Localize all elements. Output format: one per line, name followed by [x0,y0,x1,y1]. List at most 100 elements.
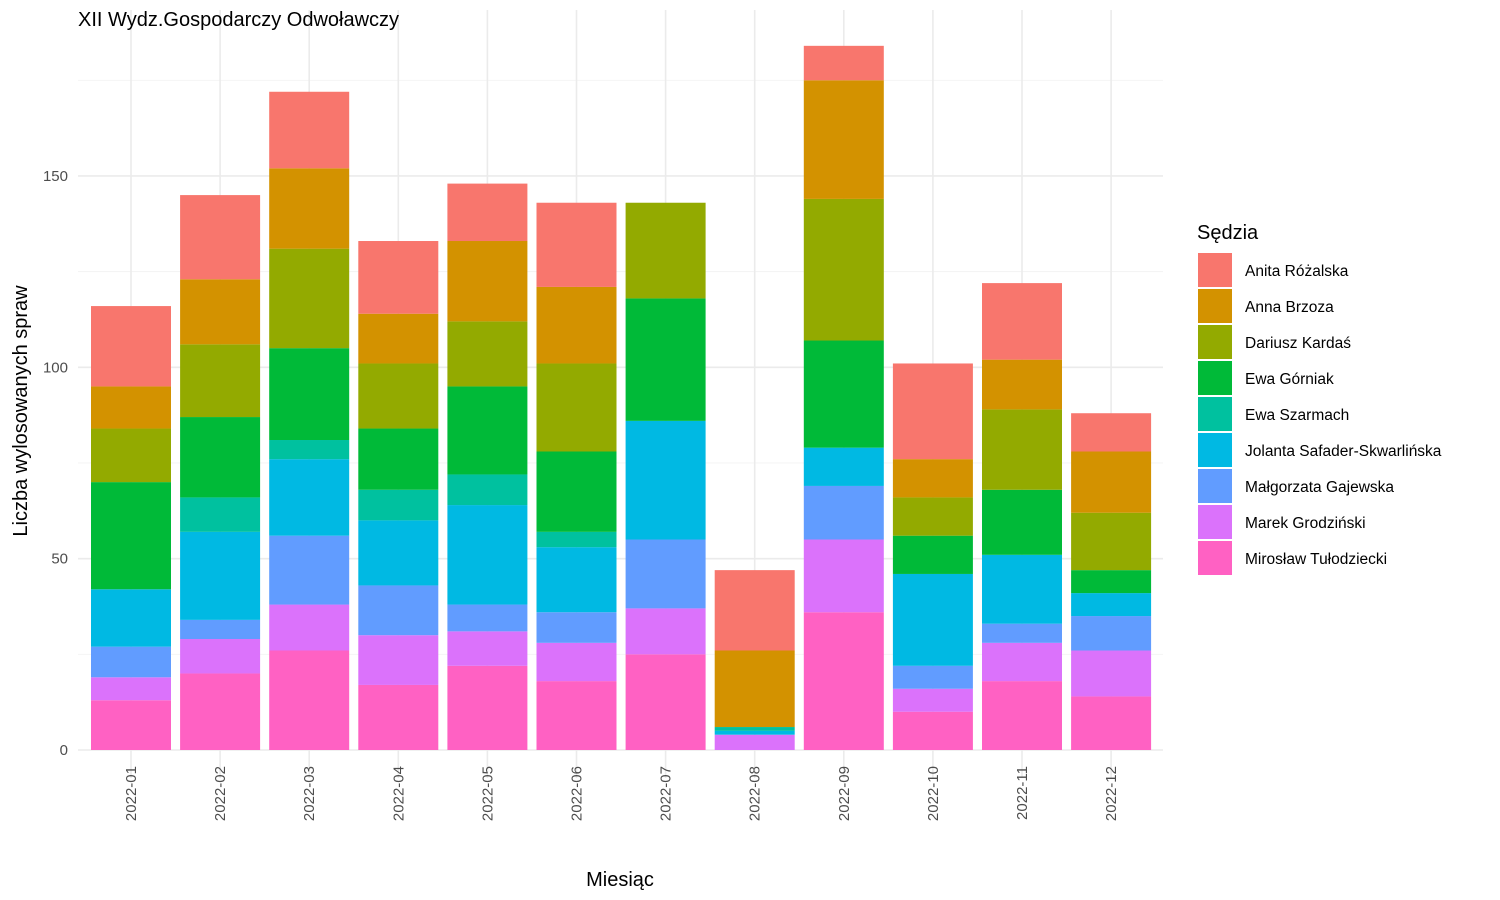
bar-segment [625,420,706,540]
legend-key [1198,505,1232,539]
bar-segment [803,198,884,341]
legend-label: Małgorzata Gajewska [1245,479,1394,496]
legend-key [1198,361,1232,395]
bar-segment [892,459,973,498]
bar-segment [892,573,973,666]
bar-segment [536,363,617,452]
bar-segment [91,306,171,387]
legend: Sędzia Anita Różalska Anna Brzoza Dariusz … [1197,222,1442,575]
bar-segment [358,313,439,364]
bar-segment [714,650,795,728]
bar-segment [180,417,261,498]
bar-segment [714,734,795,750]
bar-segment [180,619,261,640]
bar-segment [982,489,1062,555]
x-tick-label: 2022-01 [123,766,140,821]
bar-segment [91,386,171,429]
bar-segment [714,727,795,731]
bar-segment [180,279,261,345]
x-tick-label: 2022-12 [1103,766,1120,821]
bar-segment [447,321,528,387]
bar-segment [803,80,884,199]
bar-segment [625,608,706,655]
x-tick-label: 2022-05 [479,766,496,821]
bar-segment [1071,512,1152,571]
bar-segment [447,631,528,666]
x-tick-label: 2022-03 [301,766,318,821]
legend-label: Anna Brzoza [1245,299,1334,316]
bar-segment [180,344,261,418]
bar-segment [447,505,528,605]
bar-segment [1071,650,1152,697]
bar-segment [1071,696,1152,750]
x-axis-ticks: 2022-01 2022-02 2022-03 2022-04 2022-05 2022-… [123,766,1120,821]
legend-label: Anita Różalska [1245,263,1349,280]
bar-segment [892,665,973,689]
bar-segment [982,283,1062,360]
x-tick-label: 2022-11 [1014,766,1031,820]
bar-segment [447,665,528,750]
bar-segment [447,183,528,242]
bar-segment [269,604,350,651]
legend-key [1198,397,1232,431]
legend-label: Mirosław Tułodziecki [1245,551,1387,568]
x-tick-label: 2022-10 [925,766,942,821]
bar-segment [269,348,350,441]
bar-segment [1071,593,1152,617]
bar-segment [982,359,1062,410]
x-tick-label: 2022-09 [836,766,853,821]
bar-segment [447,241,528,322]
y-axis-ticks: 0 50 100 150 [43,168,68,759]
bar-segment [269,248,350,349]
bar-segment [536,642,617,682]
bar-segment [892,497,973,536]
y-tick-label: 100 [43,359,68,376]
bar-segment [536,531,617,548]
bar-segment [269,650,350,750]
legend-key [1198,541,1232,575]
bar-segment [447,474,528,506]
bar-segment [625,298,706,421]
bar-segment [358,241,439,314]
bar-segment [91,428,171,483]
x-tick-label: 2022-06 [569,766,586,821]
bar-segment [91,677,171,701]
bar-segment [447,386,528,475]
bar-segment [625,202,706,299]
legend-label: Ewa Szarmach [1245,407,1349,424]
legend-key [1198,289,1232,323]
legend-key [1198,253,1232,287]
bar-segment [358,635,439,685]
bar-segment [269,440,350,460]
bar-segment [180,497,261,532]
bar-segment [982,554,1062,624]
bar-segment [714,730,795,735]
bar-segment [536,286,617,364]
legend-label: Jolanta Safader-Skwarlińska [1245,443,1442,460]
bar-segment [536,547,617,613]
bar-segment [536,681,617,750]
bar-segment [536,202,617,287]
bar-segment [803,612,884,750]
bar-segment [269,459,350,536]
bar-segment [1071,570,1152,594]
bar-segment [269,535,350,605]
bar-segment [180,195,261,280]
x-tick-label: 2022-02 [212,766,229,821]
bar-segment [358,684,439,750]
y-axis-title: Liczba wylosowanych spraw [10,285,32,537]
x-tick-label: 2022-04 [390,766,407,821]
legend-key [1198,325,1232,359]
bar-segment [625,654,706,750]
bar-segment [91,646,171,678]
bar-segment [447,604,528,632]
bar-segment [892,535,973,574]
bar-segment [536,612,617,643]
bar-segment [91,482,171,590]
bar-segment [982,623,1062,643]
bar-segment [982,409,1062,490]
bar-segment [625,539,706,609]
bar-segment [714,570,795,651]
bar-segment [803,340,884,448]
